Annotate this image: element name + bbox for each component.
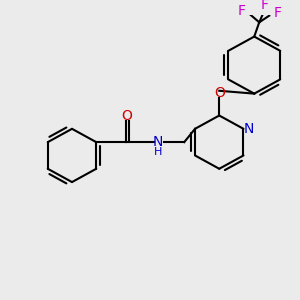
Text: F: F (273, 6, 281, 20)
Text: N: N (153, 135, 164, 149)
Text: H: H (154, 147, 162, 157)
Text: O: O (121, 109, 132, 122)
Text: F: F (237, 4, 245, 18)
Text: O: O (214, 86, 225, 100)
Text: N: N (243, 122, 254, 136)
Text: F: F (260, 0, 268, 12)
